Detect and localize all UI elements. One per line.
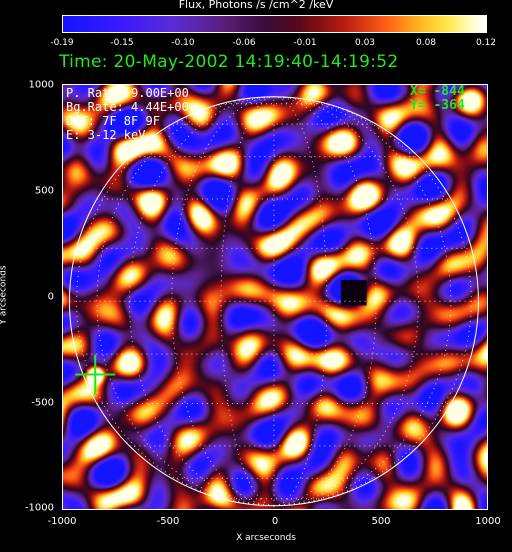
colorbar-tick: 0.08 [415, 38, 437, 48]
colorbar-tick: -0.19 [50, 38, 74, 48]
energy-range-label: E: 3-12 keV [66, 128, 146, 142]
grid-line [273, 96, 377, 507]
colorbar-tick: 0.12 [475, 38, 497, 48]
colorbar-tick: -0.01 [293, 38, 317, 48]
x-tick-label: -1000 [47, 516, 77, 527]
colorbar-tick: 0.03 [354, 38, 376, 48]
y-tick-label: -1000 [24, 502, 54, 514]
grid-line [96, 96, 274, 507]
x-tick-label: 500 [371, 516, 391, 527]
grid-line [75, 96, 274, 507]
grid-line [171, 96, 274, 507]
y-tick-label: 1000 [28, 79, 54, 91]
colorbar-title: Flux, Photons /s /cm^2 /keV [178, 0, 334, 11]
grid-line [273, 96, 328, 507]
x-tick-label: -500 [156, 516, 180, 527]
y-tick-label: 500 [34, 185, 54, 197]
y-tick-label: 0 [47, 291, 54, 303]
plot-frame [62, 84, 488, 510]
colorbar-tick: -0.10 [171, 38, 195, 48]
x-tick-label: 0 [271, 516, 279, 527]
colorbar-tick: -0.15 [110, 38, 134, 48]
cursor-y-readout: Y= -364 [410, 98, 465, 113]
solar-image-map[interactable]: P. Rate: 9.00E+00 Bg.Rate: 4.44E+00 DET:… [62, 84, 488, 510]
crosshair-cursor[interactable] [75, 354, 116, 395]
grid-line [128, 96, 274, 507]
peak-rate-label: P. Rate: 9.00E+00 [66, 86, 189, 100]
grid-line [273, 96, 472, 507]
cursor-x-readout: X= -844 [410, 84, 465, 99]
grid-line [220, 96, 275, 507]
x-tick-label: 1000 [475, 516, 501, 527]
time-label: Time: 20-May-2002 14:19:40-14:19:52 [59, 52, 399, 72]
grid-line [273, 96, 452, 507]
colorbar [62, 15, 487, 33]
detectors-label: DET: 7F 8F 9F [66, 114, 160, 128]
solar-limb [68, 96, 479, 507]
y-tick-label: -500 [31, 397, 54, 409]
y-axis-label: Y arcseconds [0, 265, 9, 324]
colorbar-tick: -0.06 [232, 38, 256, 48]
heliographic-grid [69, 96, 479, 507]
grid-line [273, 96, 420, 507]
map-overlay [62, 84, 488, 510]
x-axis-label: X arcseconds [236, 533, 296, 543]
background-rate-label: Bg.Rate: 4.44E+00 [66, 100, 189, 114]
